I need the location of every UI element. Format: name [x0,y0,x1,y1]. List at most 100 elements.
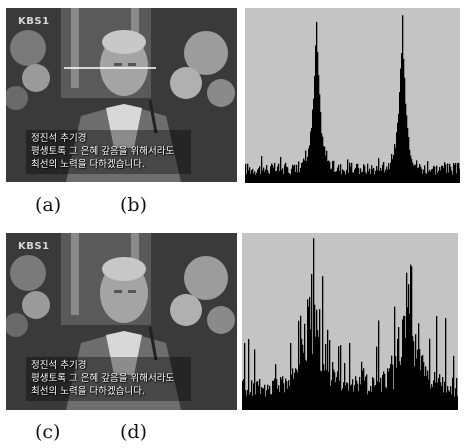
plot-bar [269,174,271,183]
plot-bar [321,133,323,183]
plot-bar [264,171,266,183]
plot-bar [250,391,252,410]
plot-bar [282,168,284,183]
plot-bar [453,355,455,410]
plot-bar [377,169,379,183]
plot-bar [311,128,313,183]
plot-bar [433,165,435,183]
plot-bar [301,338,303,410]
plot-bar [321,371,323,410]
plot-bar [415,334,417,410]
plot-bar [263,388,265,410]
plot-bar [427,161,429,183]
plot-bar [392,159,394,183]
plot-bar [333,160,335,183]
plot-bar [455,163,457,183]
plot-bar [440,170,442,183]
plot-bar [253,383,255,410]
plot-bar [376,346,378,410]
caption-line-1: 평생토록 그 은혜 갚음을 위해서라도 [31,146,175,157]
plot-bar [280,377,282,410]
plot-bar [355,167,357,183]
plot-bar [243,379,245,410]
plot-bar [310,131,312,183]
plot-bar [354,385,356,410]
plot-bar [257,169,259,183]
plot-bar [254,349,256,410]
plot-bar [340,164,342,183]
plot-bar [326,150,328,183]
plot-bar [292,368,294,410]
plot-bar [397,122,399,183]
plot-bar [423,362,425,410]
plot-bar [445,318,447,410]
photo-bottom-scene [6,233,237,410]
plot-bar [457,396,458,410]
plot-bar [430,388,432,410]
plot-bar [438,378,440,410]
plot-bar [420,166,422,183]
plot-bar [309,145,311,183]
plot-bar [300,315,302,410]
plot-bar [349,162,351,183]
plot-bar [339,171,341,183]
plot-bar [253,173,255,183]
plot-bar [362,370,364,410]
plot-bar [254,171,256,183]
plot-bar [451,394,453,410]
plot-bar [288,380,290,410]
plot-bar [332,361,334,410]
plot-bar [370,174,372,183]
plot-bar [371,165,373,183]
plot-bar [443,392,445,410]
plot-bar [379,382,381,410]
plot-bar [299,172,301,183]
plot-bar [279,392,281,410]
plot-bar [363,368,365,410]
plot-bar [344,171,346,183]
plot-bar [417,349,419,410]
plot-bar [406,115,408,183]
plot-bar [275,171,277,183]
plot-bar [269,385,271,410]
plot-bar [432,168,434,183]
plot-bar [395,148,397,183]
plot-bar [273,380,275,410]
plot-bar [411,159,413,183]
plot-bar [329,340,331,410]
plot-bar [388,163,390,183]
plot-bar [430,171,432,183]
plot-bar [402,319,404,410]
plot-bar [397,338,399,410]
plot-bar [358,391,360,410]
plot-bar [255,394,257,410]
plot-bar [417,168,419,183]
plot-bar [280,157,282,183]
plot-bar [337,371,339,410]
plot-bar [443,168,445,183]
plot-bar [283,383,285,410]
plot-bar [340,345,342,410]
plot-bar [363,164,365,183]
plot-bar [352,172,354,183]
plot-bar [286,381,288,410]
plot-bar [399,92,401,183]
plot-bar [329,161,331,183]
plot-bar [455,388,457,410]
plot-bar [339,380,341,410]
caption-line-1: 평생토록 그 은혜 갚음을 위해서라도 [31,373,175,384]
plot-bar [375,170,377,183]
plot-bar [256,381,258,410]
plot-bar [308,306,310,410]
plot-bar [385,386,387,410]
plot-bar [316,309,318,410]
plot-bar [412,162,414,183]
plot-bar [291,374,293,410]
plot-bar [381,391,383,410]
plot-bar [325,155,327,183]
plot-bar [428,171,430,183]
plot-bar [332,161,334,183]
plot-bar [327,160,329,183]
plot-bar [247,163,249,183]
plot-bar [307,299,309,410]
